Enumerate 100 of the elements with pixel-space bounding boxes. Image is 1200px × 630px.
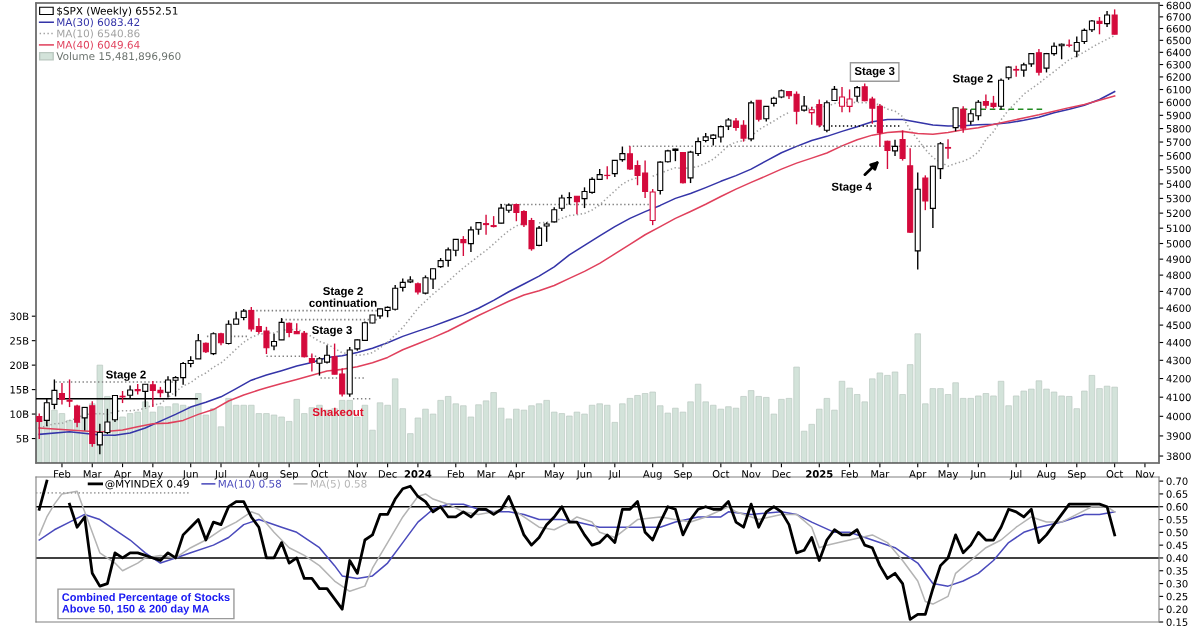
candlestick — [278, 317, 285, 341]
y-tick-label: 3900 — [1166, 432, 1191, 440]
annotation: Shakeout — [312, 407, 364, 417]
x-tick-label: Aug — [1036, 470, 1056, 480]
y-tick-label: 4900 — [1166, 255, 1191, 264]
y-tick-label: 5100 — [1166, 224, 1191, 233]
x-tick-label: 2024 — [404, 470, 432, 478]
annotation: Stage 2 — [106, 370, 146, 381]
y2-tick-label: 5B — [16, 435, 29, 443]
y-tick-label: 0.70 — [1166, 477, 1188, 486]
y-tick-label: 6700 — [1166, 13, 1191, 21]
legend-label: MA(10) 6540.86 — [57, 29, 140, 39]
x-tick-label: Dec — [772, 470, 791, 478]
y-tick-label: 5800 — [1166, 124, 1191, 133]
y-tick-label: 0.25 — [1166, 592, 1188, 601]
x-tick-label: Oct — [1106, 470, 1124, 478]
x-tick-label: Nov — [742, 470, 761, 478]
x-tick-label: Aug — [642, 470, 662, 480]
x-tick-label: Oct — [712, 470, 730, 478]
x-tick-label: Mar — [477, 470, 496, 478]
candlestick — [210, 331, 217, 356]
y-tick-label: 4800 — [1166, 271, 1191, 280]
x-tick-label: Dec — [378, 470, 397, 478]
y-tick-label: 5500 — [1166, 166, 1191, 174]
x-tick-label: Nov — [348, 470, 367, 478]
legend-label: @MYINDEX 0.49 — [105, 479, 189, 490]
annotation: Stage 2 continuation — [309, 287, 377, 307]
y-tick-label: 5700 — [1166, 138, 1191, 146]
x-tick-label: Apr — [909, 470, 927, 480]
candlestick — [498, 203, 505, 225]
y-tick-label: 5400 — [1166, 180, 1191, 188]
annotation: Stage 2 — [952, 74, 993, 85]
y-tick-label: 6600 — [1166, 24, 1191, 33]
x-tick-label: Jun — [969, 470, 986, 480]
y-tick-label: 4500 — [1166, 321, 1191, 330]
y-tick-label: 4300 — [1166, 356, 1191, 365]
y-tick-label: 5300 — [1166, 194, 1191, 203]
candlestick — [884, 139, 891, 170]
y-tick-label: 6100 — [1166, 85, 1191, 94]
candlestick — [755, 99, 762, 123]
legend-label: MA(40) 6049.64 — [57, 40, 140, 50]
y-tick-label: 4000 — [1166, 412, 1191, 421]
y-tick-label: 4400 — [1166, 338, 1191, 347]
candlestick — [483, 213, 490, 236]
x-tick-label: Sep — [674, 470, 692, 480]
candlestick — [248, 306, 255, 333]
x-tick-label: Feb — [841, 469, 858, 478]
candlestick — [1035, 48, 1042, 77]
x-tick-label: Sep — [280, 470, 299, 480]
y-tick-label: 0.50 — [1166, 528, 1188, 537]
y-tick-label: 6200 — [1166, 73, 1191, 81]
annotation: Combined Percentage of Stocks Above 50, 150 & 200 day MA — [62, 593, 230, 615]
line-series — [38, 503, 1116, 587]
candlestick — [952, 106, 959, 132]
x-tick-label: Mar — [871, 470, 890, 478]
x-tick-label: Jun — [576, 470, 592, 480]
y2-tick-label: 15B — [10, 386, 29, 394]
x-tick-label: Oct — [311, 470, 328, 478]
y-tick-label: 5000 — [1166, 239, 1191, 248]
y-tick-label: 0.60 — [1166, 503, 1188, 511]
candlestick — [960, 105, 967, 134]
x-tick-label: Jul — [214, 469, 227, 480]
x-tick-label: May — [544, 470, 565, 480]
annotation: Stage 3 — [854, 66, 895, 78]
y-tick-label: 6500 — [1166, 36, 1191, 45]
y2-tick-label: 30B — [10, 312, 29, 321]
y-tick-label: 0.55 — [1166, 515, 1188, 524]
candlestick — [308, 352, 315, 373]
y-tick-label: 0.20 — [1166, 605, 1188, 614]
candlestick — [1111, 8, 1118, 36]
x-tick-label: Jul — [1009, 469, 1022, 480]
y-tick-label: 3800 — [1166, 452, 1191, 460]
candlestick — [573, 195, 580, 216]
y-tick-label: 5900 — [1166, 111, 1191, 120]
y-tick-label: 0.35 — [1166, 567, 1188, 575]
candlestick — [891, 139, 899, 157]
x-tick-label: Aug — [249, 470, 268, 480]
x-tick-label: Jun — [182, 470, 198, 480]
x-tick-label: Apr — [113, 470, 132, 480]
annotation: Stage 3 — [312, 325, 352, 337]
y-tick-label: 5600 — [1166, 152, 1191, 160]
x-tick-label: Feb — [447, 469, 465, 478]
y-tick-label: 0.65 — [1166, 490, 1188, 498]
x-tick-label: May — [938, 470, 959, 480]
y-tick-label: 6300 — [1166, 60, 1191, 69]
y-tick-label: 4600 — [1166, 304, 1191, 313]
line-series — [38, 490, 1116, 605]
x-tick-label: May — [143, 470, 163, 480]
candlestick — [543, 221, 550, 243]
y-tick-label: 6400 — [1166, 48, 1191, 57]
candlestick — [460, 235, 467, 257]
y-tick-label: 4200 — [1166, 374, 1191, 383]
candlestick — [1073, 35, 1080, 58]
y-tick-label: 0.15 — [1166, 618, 1188, 626]
x-tick-label: Nov — [1136, 470, 1155, 478]
annotation: Stage 4 — [831, 182, 872, 193]
x-tick-label: 2025 — [806, 470, 833, 478]
legend-label: $SPX (Weekly) 6552.51 — [57, 6, 178, 17]
candlestick — [922, 174, 929, 211]
legend-label: MA(10) 0.58 — [218, 479, 282, 489]
